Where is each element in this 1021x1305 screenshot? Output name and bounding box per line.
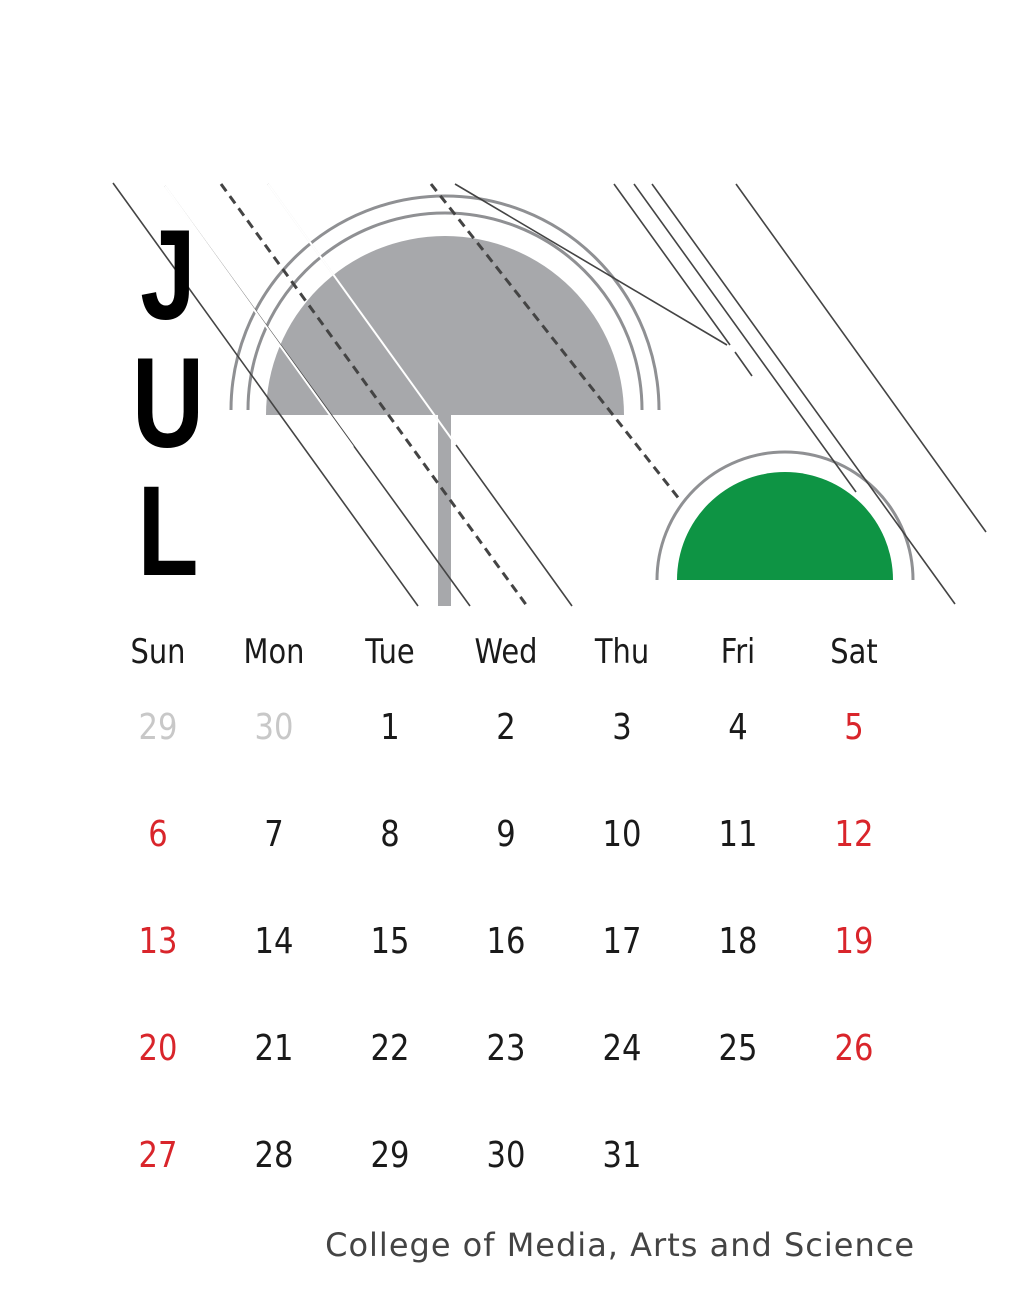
day-cell: 4 [728,707,748,748]
day-cell: 17 [602,921,642,962]
day-cell: 14 [254,921,294,962]
day-cell: 21 [254,1028,294,1069]
weekday-mon: Mon [243,632,305,672]
day-cell: 27 [138,1135,178,1176]
day-cell: 25 [718,1028,758,1069]
day-cell: 13 [138,921,178,962]
day-cell: 9 [496,814,516,855]
day-cell: 16 [486,921,526,962]
day-cell: 26 [834,1028,874,1069]
day-cell: 3 [612,707,632,748]
footer-text: College of Media, Arts and Science [325,1226,915,1264]
day-cell: 1 [380,707,400,748]
day-cell: 23 [486,1028,526,1069]
month-letter: J [140,204,196,347]
day-cell: 18 [718,921,758,962]
month-letter: U [131,332,205,475]
weekday-sun: Sun [130,632,186,672]
day-cell: 29 [370,1135,410,1176]
month-letter: L [137,460,199,603]
day-cell: 2 [496,707,516,748]
day-cell: 19 [834,921,874,962]
day-cell: 22 [370,1028,410,1069]
day-cell: 24 [602,1028,642,1069]
illustration [112,182,987,607]
day-cell: 29 [138,707,178,748]
day-cell: 30 [254,707,294,748]
weekday-fri: Fri [720,632,756,672]
day-cell: 11 [718,814,758,855]
umbrella-icon [229,194,661,606]
day-cell: 8 [380,814,400,855]
day-cell: 10 [602,814,642,855]
day-cell: 31 [602,1135,642,1176]
day-cell: 6 [148,814,168,855]
day-cell: 5 [844,707,864,748]
day-cell: 7 [264,814,284,855]
weekday-thu: Thu [594,632,650,672]
day-cell: 30 [486,1135,526,1176]
weekday-wed: Wed [474,632,538,672]
weekday-sat: Sat [830,632,878,672]
day-cell: 28 [254,1135,294,1176]
weekday-tue: Tue [365,632,415,672]
day-cell: 20 [138,1028,178,1069]
month-title: J U L [118,212,218,596]
day-cell: 15 [370,921,410,962]
half-sun-icon [655,450,915,581]
day-cell: 12 [834,814,874,855]
